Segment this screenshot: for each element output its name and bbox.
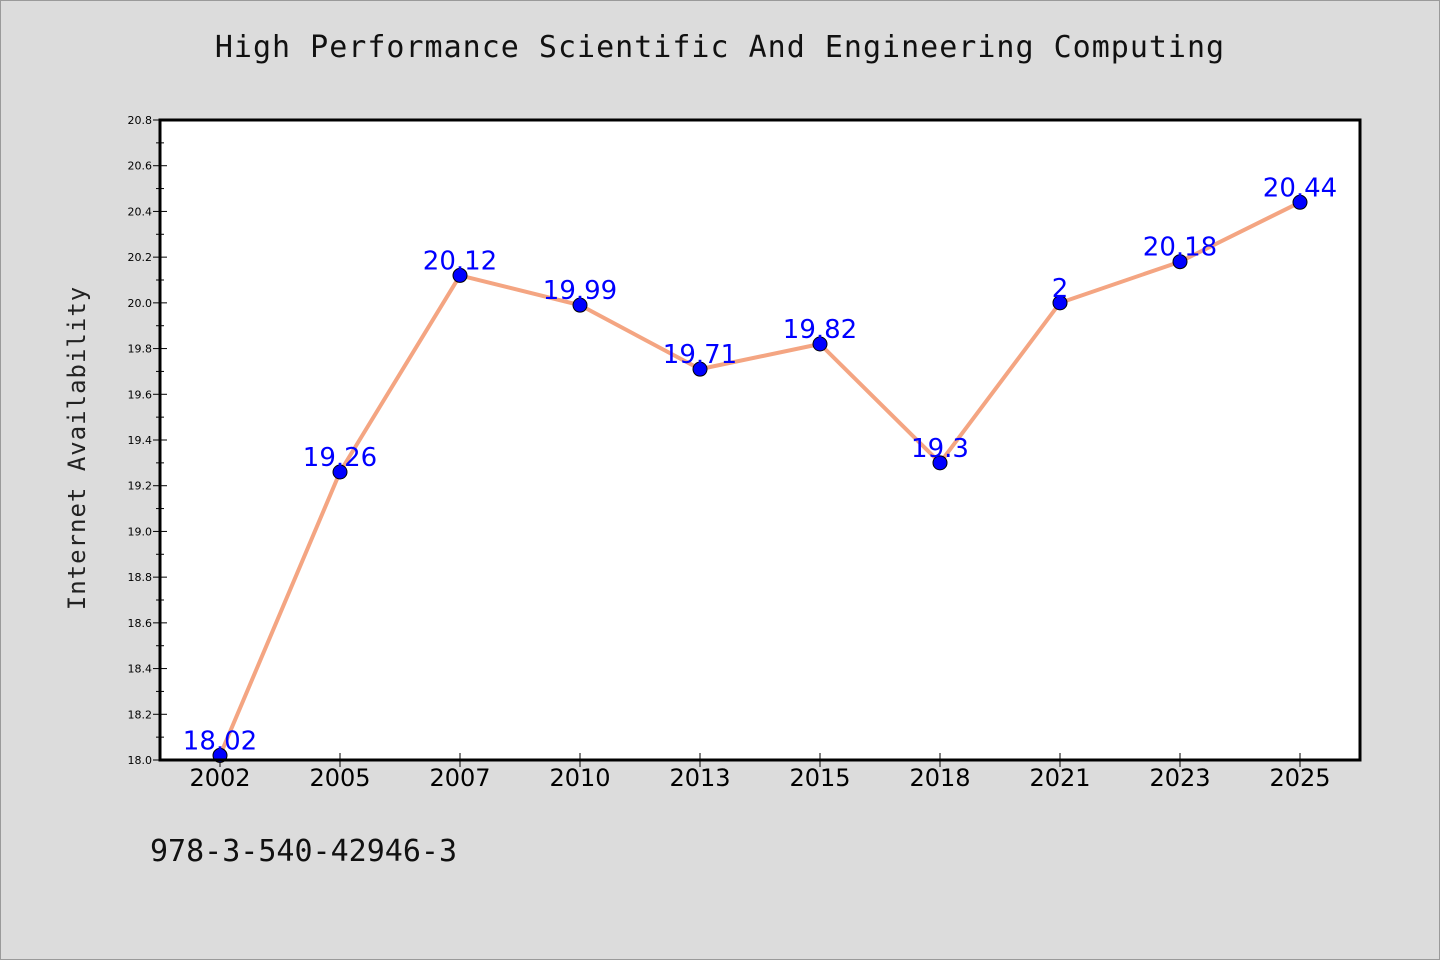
data-label: 20.18: [1143, 233, 1217, 263]
data-label: 19.3: [911, 434, 969, 464]
data-point: [692, 361, 708, 377]
y-tick-label: 20.2: [128, 251, 153, 264]
y-tick-label: 19.8: [128, 343, 153, 356]
chart-title: High Performance Scientific And Engineer…: [214, 30, 1226, 65]
data-point: [812, 336, 828, 352]
plot-border: [158, 118, 1362, 762]
data-point: [1052, 295, 1068, 311]
plot-area: [160, 120, 1360, 760]
y-tick-label: 18.2: [128, 708, 153, 721]
x-tick-label: 2025: [1269, 764, 1330, 792]
data-label: 19.71: [663, 340, 737, 370]
data-label: 19.99: [543, 276, 617, 306]
y-tick-label: 18.6: [128, 617, 153, 630]
data-point: [332, 464, 348, 480]
data-label: 20.12: [423, 246, 497, 276]
y-tick-label: 20.8: [128, 114, 153, 127]
x-tick-label: 2013: [669, 764, 730, 792]
data-label: 18.02: [183, 726, 257, 756]
data-label: 20.44: [1263, 173, 1337, 203]
y-tick-label: 20.6: [128, 160, 153, 173]
y-tick-label: 20.0: [128, 297, 153, 310]
x-tick-label: 2023: [1149, 764, 1210, 792]
data-point: [1292, 194, 1308, 210]
y-tick-label: 18.8: [128, 571, 153, 584]
series-line: [218, 200, 1302, 758]
x-tick-label: 2002: [189, 764, 250, 792]
y-tick-label: 18.4: [128, 663, 153, 676]
x-tick-label: 2015: [789, 764, 850, 792]
x-tick-label: 2018: [909, 764, 970, 792]
x-tick-label: 2005: [309, 764, 370, 792]
y-tick-label: 20.4: [128, 205, 153, 218]
data-point: [1172, 254, 1188, 270]
x-tick-label: 2007: [429, 764, 490, 792]
y-tick-label: 19.0: [128, 525, 153, 538]
y-tick-label: 19.4: [128, 434, 153, 447]
data-label: 19.26: [303, 443, 377, 473]
x-tick-label: 2021: [1029, 764, 1090, 792]
data-label: 2: [1052, 274, 1069, 304]
y-tick-label: 18.0: [128, 754, 153, 767]
y-tick-label: 19.2: [128, 480, 153, 493]
y-tick-label: 19.6: [128, 388, 153, 401]
data-point: [452, 267, 468, 283]
data-label: 19.82: [783, 315, 857, 345]
data-point: [932, 455, 948, 471]
x-tick-label: 2010: [549, 764, 610, 792]
isbn-code: 978-3-540-42946-3: [150, 834, 458, 869]
data-point: [572, 297, 588, 313]
